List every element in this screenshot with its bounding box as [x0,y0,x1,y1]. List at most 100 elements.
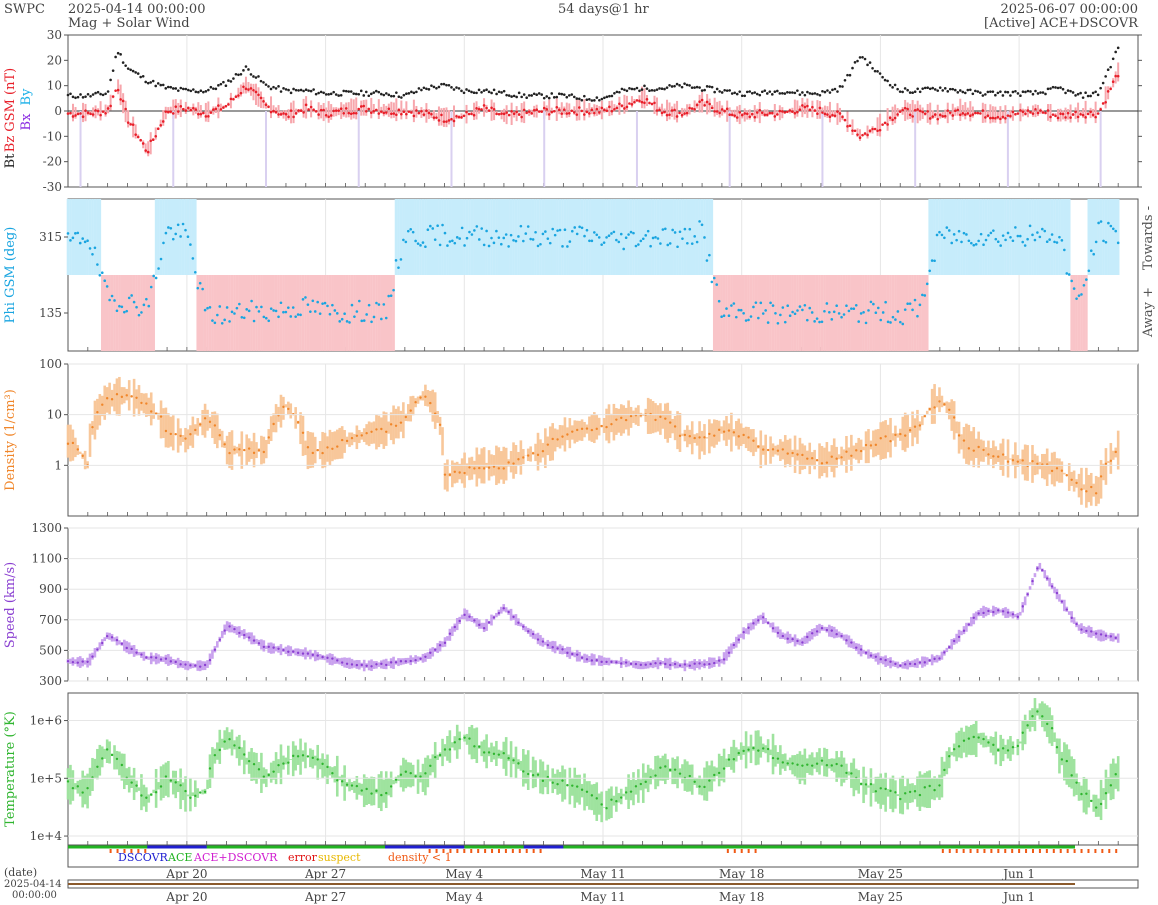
phi-point [203,308,207,312]
density-point [571,430,574,433]
bt-point [497,90,501,94]
bz-point [367,107,371,111]
density-point [815,459,819,462]
speed-point [487,621,491,624]
bz-point [497,112,501,116]
phi-point [91,252,94,256]
temperature-point [752,746,755,750]
density-point [1070,478,1073,481]
y-tick-label: 300 [39,674,62,688]
temperature-point [859,782,863,786]
bz-point [495,112,498,116]
bz-point [956,108,960,112]
speed-point [894,662,897,666]
bt-point [615,90,619,94]
density-point [693,436,696,440]
bt-point [139,75,142,79]
bt-point [1106,68,1110,72]
bz-point [214,107,218,111]
speed-point [644,663,647,666]
y-tick-label: 10 [47,408,62,422]
temperature-point [600,803,603,806]
bt-point [344,89,348,93]
bt-point [487,90,491,94]
temperature-point [713,773,716,777]
density-flag [1101,849,1104,853]
temperature-point [71,786,75,790]
phi-point [318,312,322,315]
bz-point [357,107,361,111]
temperature-point [1109,784,1113,787]
bt-point [224,84,228,88]
speed-point [624,661,628,664]
temperature-point [943,768,946,772]
bz-point [282,112,285,115]
density-point [771,448,775,451]
temperature-point [306,755,310,758]
phi-point [632,231,635,235]
density-flag [470,849,473,853]
bt-point [618,90,621,94]
y-tick-label: -30 [43,180,62,194]
phi-point [923,294,927,297]
bz-point [156,127,160,131]
density-point [703,436,706,439]
phi-point [264,316,268,320]
phi-point [355,310,359,313]
speed-point [164,657,168,660]
bt-point [675,82,679,86]
density-flag [497,849,500,853]
bt-point [249,73,253,76]
bz-point [507,113,511,117]
bz-point [106,107,110,110]
density-point [150,410,153,413]
bt-point [119,53,122,56]
speed-point [825,628,829,632]
bt-point [688,84,691,87]
bt-point [485,88,488,92]
density-point [272,422,275,426]
density-point [267,436,270,439]
bz-point [906,107,909,111]
speed-point [815,630,819,633]
away-label: Away + [1141,287,1156,338]
bz-point [299,109,303,113]
temperature-point [365,787,368,791]
bt-point [1111,57,1115,61]
phi-point [627,233,630,236]
bt-point [873,69,877,73]
temperature-point [438,753,442,757]
temperature-point [551,781,554,784]
phi-point [225,306,229,309]
bz-point [1061,112,1065,116]
speed-point [1055,591,1059,595]
temperature-point [615,800,618,803]
bt-point [430,84,433,87]
phi-point [206,306,209,310]
phi-point [120,305,124,309]
density-point [370,430,373,433]
bt-point [931,86,935,90]
phi-point [333,309,337,312]
density-point [855,449,858,452]
temperature-point [673,768,677,771]
temperature-point [629,790,633,793]
bz-point [1084,116,1087,119]
speed-point [664,662,667,666]
density-point [752,439,755,442]
bz-point [114,89,117,92]
bt-point [457,87,461,90]
phi-point [708,253,711,257]
bz-point [658,108,661,112]
phi-point [436,224,439,228]
bz-point [1036,111,1040,115]
phi-point [66,232,70,235]
phi-point [387,294,390,298]
bz-point [327,115,330,119]
speed-point [649,662,652,666]
speed-point [698,662,701,665]
phi-point [717,299,721,303]
density-flag [1094,849,1097,853]
phi-point [235,306,239,310]
phi-point [825,302,829,305]
